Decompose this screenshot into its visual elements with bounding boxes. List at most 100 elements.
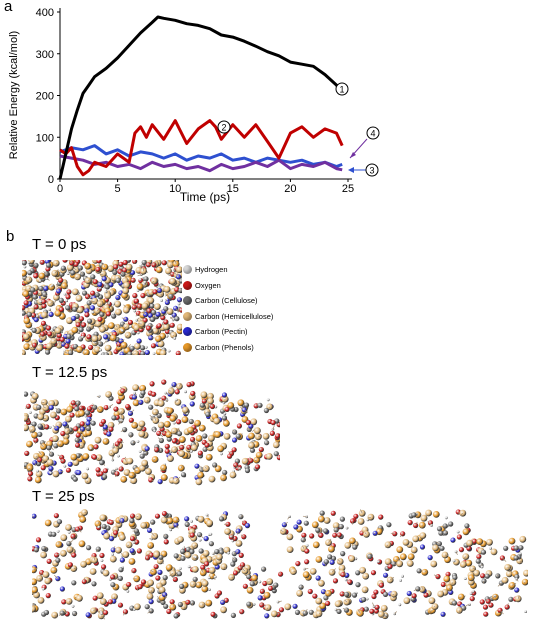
atom xyxy=(503,545,509,551)
atom xyxy=(419,532,427,539)
atom xyxy=(166,407,174,415)
bond xyxy=(499,610,504,615)
bond xyxy=(389,577,395,581)
atom xyxy=(165,564,173,571)
atom xyxy=(169,277,177,285)
bond xyxy=(160,293,163,296)
atom xyxy=(180,548,186,554)
bond xyxy=(497,582,502,587)
bond xyxy=(278,572,281,575)
bond xyxy=(68,540,73,544)
bond xyxy=(333,529,337,532)
atom xyxy=(85,429,93,437)
atom xyxy=(250,418,258,426)
atom xyxy=(232,570,239,576)
atom xyxy=(309,533,315,539)
atom xyxy=(270,420,276,426)
atom xyxy=(208,434,215,442)
atom xyxy=(154,447,160,453)
atom xyxy=(232,437,238,443)
atom xyxy=(476,554,482,560)
panel-letter-b: b xyxy=(6,228,15,245)
atom xyxy=(396,560,404,568)
atom xyxy=(221,415,228,421)
bond xyxy=(301,545,305,549)
molecular-snapshot-12-5ps xyxy=(24,379,280,486)
bond xyxy=(32,515,35,518)
atom xyxy=(456,530,460,534)
atom xyxy=(24,391,29,397)
atom xyxy=(61,599,67,605)
atom xyxy=(153,551,160,558)
atom xyxy=(91,297,99,305)
atom xyxy=(31,431,38,439)
snapshot-label-12-5ps: T = 12.5 ps xyxy=(32,364,108,381)
bond xyxy=(63,302,67,305)
atom xyxy=(94,436,102,444)
atom xyxy=(113,264,119,270)
atom xyxy=(111,593,118,601)
atom xyxy=(128,558,136,565)
bond xyxy=(328,593,332,597)
bond xyxy=(221,477,224,482)
atom xyxy=(296,589,303,597)
atom xyxy=(72,476,78,482)
atom xyxy=(65,299,68,303)
atom xyxy=(177,601,183,608)
atom xyxy=(480,573,486,579)
bond xyxy=(277,600,282,603)
atom xyxy=(353,513,359,519)
atom xyxy=(104,284,110,290)
atom xyxy=(94,292,100,298)
atom xyxy=(99,514,107,522)
atom xyxy=(312,541,320,549)
atom xyxy=(227,551,230,555)
bond xyxy=(233,551,239,555)
bond xyxy=(399,533,403,538)
bond xyxy=(262,588,265,592)
atom-legend: Hydrogen Oxygen Carbon (Cellulose) Carbo… xyxy=(183,262,273,355)
atom xyxy=(427,555,433,561)
bond xyxy=(451,582,454,585)
atom xyxy=(125,404,131,410)
atom xyxy=(54,309,62,317)
bond xyxy=(195,430,198,433)
atom xyxy=(421,568,429,576)
atom xyxy=(230,535,233,538)
atom xyxy=(38,285,44,292)
atom xyxy=(207,397,214,405)
atom xyxy=(190,436,196,443)
atom xyxy=(133,324,141,332)
atom xyxy=(378,582,385,588)
atom xyxy=(363,530,370,538)
atom xyxy=(126,589,130,593)
bond xyxy=(147,310,150,313)
atom xyxy=(22,349,26,355)
atom xyxy=(504,604,510,610)
atom xyxy=(91,335,99,343)
atom xyxy=(22,269,28,277)
atom xyxy=(192,576,198,582)
bond xyxy=(22,352,23,355)
atom xyxy=(122,427,128,433)
atom xyxy=(96,592,104,600)
atom xyxy=(28,425,36,433)
atom xyxy=(195,435,203,442)
atom xyxy=(103,610,109,616)
atom xyxy=(197,471,205,479)
atom xyxy=(38,272,46,280)
bond xyxy=(165,392,169,396)
bond xyxy=(213,558,216,561)
atom xyxy=(22,333,30,341)
atom xyxy=(90,290,96,296)
atom xyxy=(298,584,304,590)
atom xyxy=(45,342,53,350)
atom xyxy=(204,561,210,567)
atom xyxy=(278,607,285,613)
atom xyxy=(248,423,254,429)
atom xyxy=(52,435,59,443)
atom xyxy=(303,520,309,526)
bond xyxy=(145,452,148,455)
atom xyxy=(104,344,112,352)
atom xyxy=(41,303,47,309)
